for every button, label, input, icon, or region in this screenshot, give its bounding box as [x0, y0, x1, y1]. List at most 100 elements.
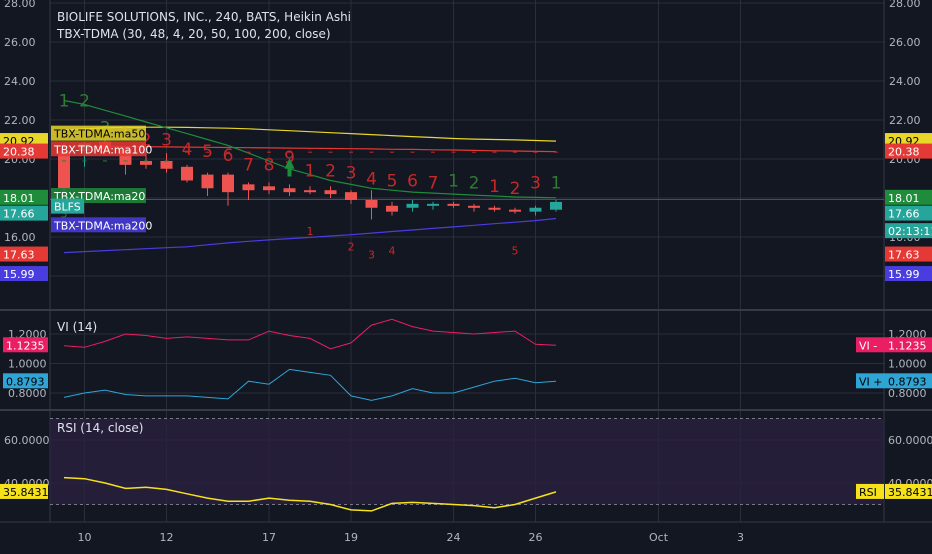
td-count-label: 4	[389, 245, 396, 258]
left-rsi-badge: 35.8431	[3, 486, 49, 499]
left-price-badge-bg	[0, 266, 48, 282]
td-count-label: 5	[202, 142, 213, 162]
right-rsi-badge-bg	[885, 483, 932, 499]
left-vi-badge-bg	[3, 337, 48, 353]
td-count-label: 3	[346, 164, 357, 184]
rsi-legend-name: RSI	[859, 486, 877, 499]
ma-label: TBX-TDMA:ma50	[53, 128, 145, 141]
right-price-tick: 24.00	[889, 75, 921, 88]
vi-legend-name: VI -	[859, 339, 877, 352]
candle-body	[181, 166, 193, 181]
ma-label-bg	[51, 125, 146, 141]
td-count-label: 4	[366, 169, 377, 189]
symbol-tag-bg	[51, 198, 84, 214]
candle-body	[58, 151, 70, 189]
candle-body	[427, 203, 439, 206]
time-tick: 26	[529, 531, 543, 544]
right-price-badge: 18.01	[888, 192, 920, 205]
left-rsi-badge-bg	[0, 483, 48, 499]
right-price-tick: 26.00	[889, 36, 921, 49]
candle-body	[304, 190, 316, 193]
td-count-label: 1	[489, 177, 500, 197]
vi-series-line-1	[63, 368, 557, 401]
right-vi-badge-bg	[885, 337, 932, 353]
rsi-legend-bg	[856, 483, 884, 499]
right-price-badge: 15.99	[888, 268, 920, 281]
right-vi-badge: 1.1235	[888, 339, 927, 352]
chart-title: BIOLIFE SOLUTIONS, INC., 240, BATS, Heik…	[57, 10, 351, 24]
time-tick: 3	[737, 531, 744, 544]
candle-body	[365, 199, 378, 208]
rsi-title: RSI (14, close)	[57, 421, 143, 435]
td-count-label: 1	[59, 91, 70, 111]
vi-legend-bg	[856, 373, 885, 389]
ma-label: TBX-TDMA:ma100	[53, 143, 152, 156]
ma-label-bg	[51, 141, 146, 157]
td-count-label: 6	[223, 146, 234, 166]
td-count-label: 2	[79, 91, 90, 111]
right-price-badge-bg	[885, 266, 932, 282]
right-price-tick: 22.00	[889, 114, 921, 127]
td-count-label: 3	[61, 208, 68, 221]
left-price-badge: 20.38	[3, 146, 35, 159]
td-count-label: 1	[551, 173, 562, 193]
time-tick: 19	[344, 531, 358, 544]
td-count-label: 1	[307, 225, 314, 238]
left-vi-badge: 0.8793	[6, 375, 45, 388]
candle-body	[324, 190, 337, 195]
right-price-badge-bg	[885, 189, 932, 205]
candle-body	[283, 188, 296, 193]
td-count-label: 7	[428, 173, 439, 193]
td-count-label: 8	[264, 156, 275, 176]
time-tick: 17	[262, 531, 276, 544]
left-price-tick: 26.00	[4, 36, 36, 49]
td-count-label: 2	[510, 179, 521, 199]
candle-body	[386, 205, 398, 212]
right-price-tick: 28.00	[889, 0, 921, 10]
td-count-label: 4	[182, 140, 193, 160]
right-vi-badge-bg	[885, 373, 932, 389]
td-count-label: 1	[305, 162, 316, 182]
candle-body	[160, 160, 173, 169]
left-price-badge: 18.01	[3, 192, 35, 205]
candle-body	[140, 160, 152, 165]
right-price-badge: 17.63	[888, 249, 920, 262]
right-price-badge-bg	[885, 246, 932, 262]
left-price-badge: 15.99	[3, 268, 35, 281]
candle-body	[201, 174, 214, 189]
left-price-badge: 17.66	[3, 208, 35, 221]
ma20-line	[63, 99, 557, 199]
right-rsi-badge: 35.8431	[888, 486, 932, 499]
td-count-label: 5	[512, 245, 519, 258]
ma-label-bg	[51, 217, 146, 233]
right-price-badge-bg	[885, 205, 932, 221]
left-price-badge-bg	[0, 246, 48, 262]
vi-legend-bg	[856, 337, 885, 353]
left-price-tick: 16.00	[4, 231, 36, 244]
candle-body	[447, 203, 460, 206]
right-vi-badge: 0.8793	[888, 375, 927, 388]
left-vi-tick: 1.0000	[8, 358, 47, 371]
td-count-label: 6	[407, 171, 418, 191]
symbol-tag: BLFS	[54, 201, 81, 214]
time-tick: 10	[78, 531, 92, 544]
candle-body	[242, 184, 255, 191]
left-price-tick: 22.00	[4, 114, 36, 127]
candle-body	[468, 205, 480, 208]
right-rsi-tick: 60.0000	[888, 434, 932, 447]
vi-series-line-0	[63, 318, 557, 350]
right-price-badge-bg	[885, 223, 932, 239]
td-count-label: 3	[368, 248, 375, 261]
left-price-badge: 17.63	[3, 249, 35, 262]
left-vi-badge: 1.1235	[6, 339, 45, 352]
td-count-label: 7	[243, 156, 254, 176]
td-count-label: 9	[284, 148, 295, 168]
right-price-badge: 17.66	[888, 208, 920, 221]
vi-title: VI (14)	[57, 320, 97, 334]
left-price-tick: 24.00	[4, 75, 36, 88]
td-count-label: 2	[325, 162, 336, 182]
candle-body	[550, 201, 562, 210]
right-price-badge: 20.38	[888, 146, 920, 159]
